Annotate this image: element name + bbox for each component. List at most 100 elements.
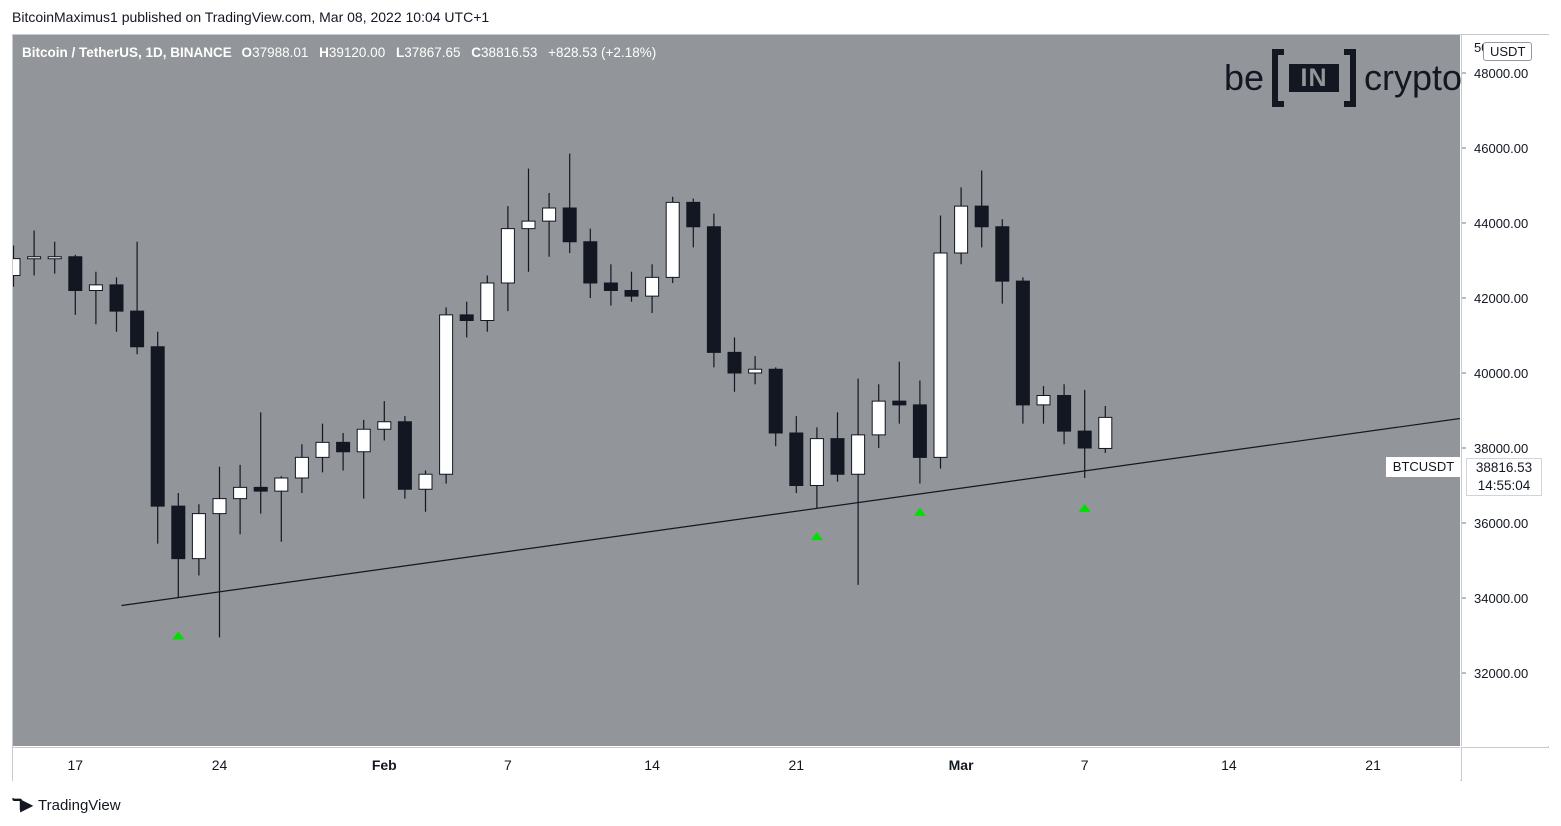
- bearish-candle-body: [253, 486, 268, 492]
- green-up-arrow-marker: [172, 631, 185, 640]
- logo-bracket-left: [1272, 49, 1285, 107]
- axis-corner: [1461, 747, 1549, 781]
- legend-low-value: 37867.65: [404, 45, 461, 60]
- last-price-value: 38816.53: [1475, 460, 1533, 475]
- bearish-candle-body: [150, 346, 165, 507]
- tradingview-footer[interactable]: ⁠ℸ▶ TradingView: [12, 795, 121, 815]
- last-price-tag: 38816.53 14:55:04: [1466, 458, 1542, 496]
- bullish-candle-body: [377, 421, 392, 430]
- bullish-candle-body: [748, 368, 763, 374]
- bearish-candle-body: [624, 290, 639, 297]
- legend-low-label: L: [395, 45, 405, 60]
- time-tick-label: 21: [789, 757, 805, 773]
- bullish-candle-body: [356, 428, 371, 453]
- time-tick-label: Feb: [372, 757, 397, 773]
- candle: [974, 170, 989, 248]
- legend-high-value: 39120.00: [328, 45, 386, 60]
- candle: [912, 380, 927, 484]
- bullish-candle-body: [933, 252, 948, 458]
- logo-bracket-box: IN: [1272, 49, 1357, 107]
- bullish-candle-body: [521, 220, 536, 230]
- bullish-candle-body: [191, 513, 206, 560]
- bullish-candle-body: [233, 486, 248, 500]
- candle: [336, 433, 351, 471]
- legend-change: +828.53 (+2.18%): [548, 45, 657, 60]
- time-tick-label: Mar: [949, 757, 974, 773]
- bearish-candle-body: [995, 226, 1010, 282]
- bearish-candle-body: [974, 205, 989, 228]
- logo-text-right: crypto: [1364, 57, 1463, 98]
- candle: [542, 193, 557, 257]
- candle: [109, 277, 124, 332]
- legend-close-label: C: [471, 45, 482, 60]
- bearish-candle-body: [686, 201, 701, 228]
- candle: [397, 416, 412, 499]
- candle: [377, 401, 392, 441]
- chart-plot-area[interactable]: [13, 35, 1460, 746]
- candle: [603, 264, 618, 306]
- candle: [933, 215, 948, 469]
- price-tick-label: 38000.00: [1474, 441, 1528, 456]
- tradingview-logo-icon: ⁠ℸ▶: [12, 797, 33, 814]
- time-tick-label: 7: [1081, 757, 1089, 773]
- support-trendline: [121, 417, 1460, 607]
- price-axis[interactable]: 32000.00 34000.00 36000.00 38000.00 40000.00…: [1461, 35, 1549, 746]
- candle: [1015, 277, 1030, 424]
- price-tick-label: 44000.00: [1474, 216, 1528, 231]
- price-tick-label: 36000.00: [1474, 516, 1528, 531]
- green-up-arrow-marker: [913, 507, 926, 516]
- legend-open-value: 37988.01: [252, 45, 309, 60]
- bullish-candle-body: [954, 205, 969, 254]
- bearish-candle-body: [1057, 395, 1072, 432]
- candle: [191, 504, 206, 576]
- time-axis[interactable]: 17 24 Feb 7 14 21 Mar 7 14 21: [13, 747, 1460, 781]
- candlestick-chart: [13, 153, 1460, 640]
- time-tick-label: 7: [504, 757, 512, 773]
- candle: [1057, 384, 1072, 445]
- logo-bracket-right: [1344, 49, 1357, 107]
- legend-open-label: O: [241, 45, 253, 60]
- candle: [47, 241, 62, 274]
- bullish-candle-body: [439, 314, 454, 475]
- bullish-candle-body: [500, 228, 515, 284]
- bullish-candle-body: [88, 284, 103, 291]
- bearish-candle-body: [397, 421, 412, 490]
- bullish-candle-body: [13, 258, 21, 276]
- green-up-arrow-marker: [1078, 504, 1091, 512]
- candle: [1077, 389, 1092, 478]
- bearish-candle-body: [171, 505, 186, 560]
- footer-brand: TradingView: [38, 796, 121, 814]
- bullish-candle-body: [480, 282, 495, 321]
- candle: [871, 384, 886, 448]
- legend-symbol: Bitcoin / TetherUS, 1D, BINANCE: [22, 45, 232, 60]
- candle: [315, 423, 330, 473]
- candle: [830, 412, 845, 482]
- time-tick-label: 14: [644, 757, 660, 773]
- bullish-candle-body: [274, 477, 289, 492]
- bullish-candle-body: [851, 434, 866, 475]
- candle: [645, 264, 660, 313]
- logo-text-mid: IN: [1289, 64, 1340, 92]
- bullish-candle-body: [47, 256, 62, 260]
- candle: [851, 378, 866, 585]
- candle: [356, 419, 371, 499]
- candle: [13, 245, 21, 287]
- currency-badge[interactable]: USDT: [1483, 42, 1533, 61]
- candle: [130, 241, 145, 355]
- trendline-symbol-label: BTCUSDT: [1386, 457, 1461, 477]
- bearish-candle-body: [830, 438, 845, 475]
- candle: [253, 412, 268, 514]
- candle: [562, 153, 577, 253]
- candle: [150, 331, 165, 544]
- time-axis-labels: 17 24 Feb 7 14 21 Mar 7 14 21: [68, 757, 1382, 773]
- candle: [480, 275, 495, 332]
- publisher-line: BitcoinMaximus1 published on TradingView…: [12, 9, 490, 25]
- candle: [521, 168, 536, 272]
- green-up-arrow-marker: [810, 532, 823, 541]
- candle: [1098, 406, 1113, 453]
- candle: [294, 444, 309, 493]
- candle: [274, 476, 289, 542]
- candle: [686, 198, 701, 248]
- candle: [789, 416, 804, 493]
- bullish-candle-body: [542, 207, 557, 222]
